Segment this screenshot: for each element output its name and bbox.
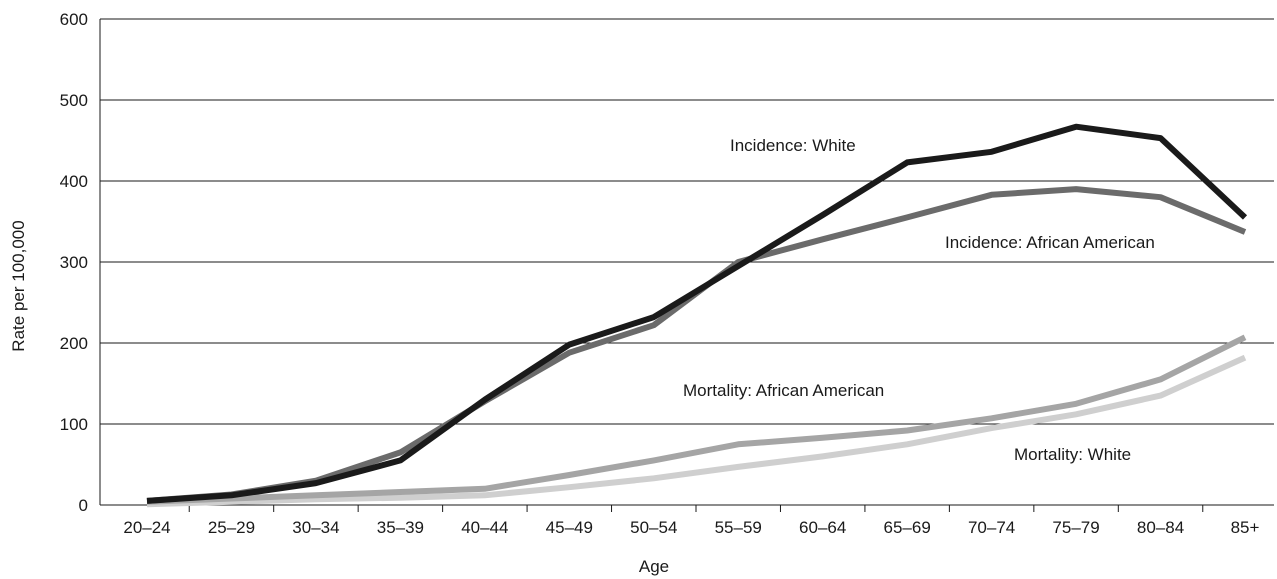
x-tick-label: 25–29 bbox=[208, 518, 255, 537]
x-tick-label: 35–39 bbox=[377, 518, 424, 537]
y-tick-label: 0 bbox=[79, 496, 88, 515]
y-tick-label: 600 bbox=[60, 10, 88, 29]
series-line-mortality-african-american bbox=[146, 334, 1247, 505]
series-line-incidence-white bbox=[146, 123, 1248, 504]
x-tick-label: 75–79 bbox=[1052, 518, 1099, 537]
y-tick-label: 100 bbox=[60, 415, 88, 434]
x-tick-label: 20–24 bbox=[123, 518, 170, 537]
x-tick-label: 30–34 bbox=[292, 518, 339, 537]
series-label-mortality-african-american: Mortality: African American bbox=[683, 381, 884, 400]
y-axis-title: Rate per 100,000 bbox=[9, 220, 28, 351]
series-lines bbox=[146, 123, 1248, 508]
y-tick-label: 300 bbox=[60, 253, 88, 272]
series-label-mortality-white: Mortality: White bbox=[1014, 445, 1131, 464]
x-tick-label: 50–54 bbox=[630, 518, 677, 537]
x-axis-title: Age bbox=[639, 557, 669, 576]
series-line-mortality-white bbox=[146, 354, 1247, 508]
x-tick-label: 45–49 bbox=[546, 518, 593, 537]
grid-lines bbox=[100, 18, 1274, 425]
x-tick-label: 55–59 bbox=[715, 518, 762, 537]
x-tick-label: 85+ bbox=[1231, 518, 1260, 537]
x-tick-label: 60–64 bbox=[799, 518, 846, 537]
y-tick-label: 500 bbox=[60, 91, 88, 110]
series-labels: Incidence: White Incidence: African Amer… bbox=[683, 136, 1155, 464]
y-tick-label: 400 bbox=[60, 172, 88, 191]
series-label-incidence-african-american: Incidence: African American bbox=[945, 233, 1155, 252]
y-tick-label: 200 bbox=[60, 334, 88, 353]
series-label-incidence-white: Incidence: White bbox=[730, 136, 856, 155]
axes: 0 100 200 300 400 500 600 20–24 25–29 30–34 35–39 4… bbox=[60, 10, 1274, 537]
x-tick-label: 40–44 bbox=[461, 518, 508, 537]
x-tick-label: 65–69 bbox=[884, 518, 931, 537]
x-tick-label: 70–74 bbox=[968, 518, 1015, 537]
x-tick-label: 80–84 bbox=[1137, 518, 1184, 537]
